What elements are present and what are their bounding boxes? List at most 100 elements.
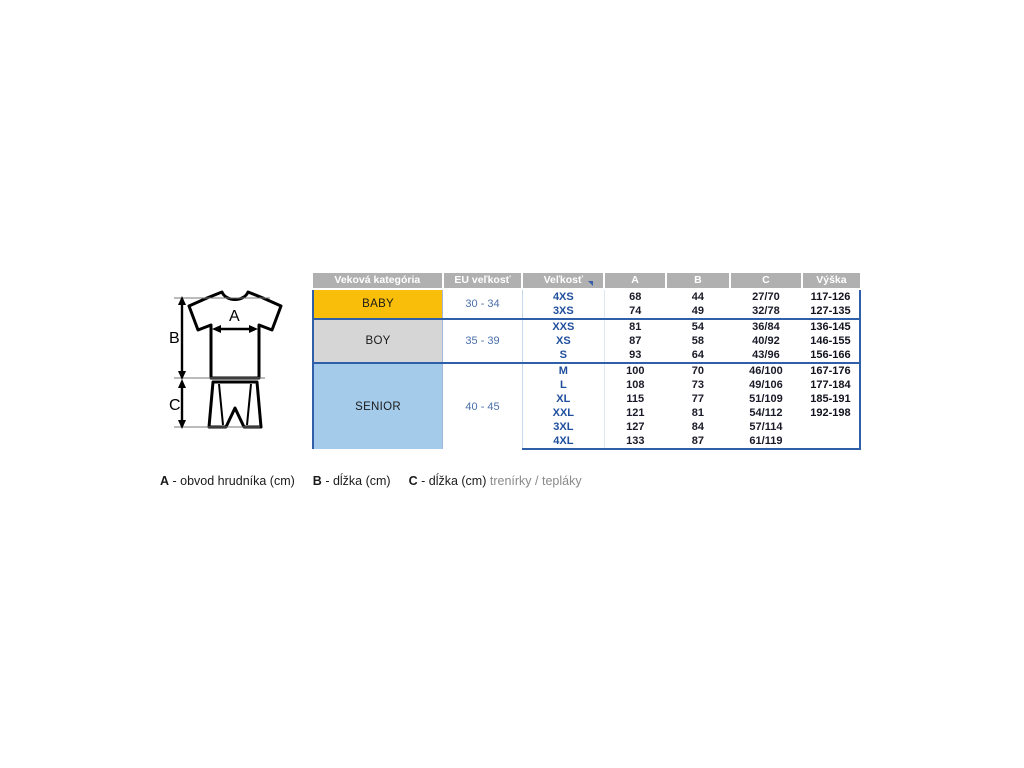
measure-a-cell: 121 bbox=[604, 406, 666, 420]
legend-text-c: - dĺžka (cm) bbox=[421, 474, 487, 488]
header-eu-size[interactable]: EU veľkosť bbox=[442, 273, 524, 290]
size-cell: L bbox=[522, 378, 605, 392]
table-row: S 93 64 43/96 156-166 bbox=[313, 348, 862, 364]
table-header-row: Veková kategória EU veľkosť Veľkosť A B … bbox=[313, 273, 860, 290]
measure-a-cell: 133 bbox=[604, 434, 666, 450]
legend: A - obvod hrudníka (cm) B - dĺžka (cm) C -… bbox=[160, 474, 600, 488]
sort-indicator-icon bbox=[588, 281, 594, 286]
garment-diagram-svg: B C A bbox=[169, 290, 283, 429]
eu-size-cell-boy: 35 - 39 bbox=[442, 318, 523, 363]
measure-c-cell: 40/92 bbox=[730, 334, 802, 348]
dimension-c-arrow bbox=[178, 379, 186, 429]
table-header: Veková kategória EU veľkosť Veľkosť A B … bbox=[313, 273, 860, 290]
measurement-diagram: B C A bbox=[160, 272, 310, 462]
measure-b-cell: 73 bbox=[665, 378, 730, 392]
measure-b-cell: 49 bbox=[665, 304, 730, 320]
size-cell: M bbox=[522, 362, 605, 378]
size-cell: 4XL bbox=[522, 434, 605, 450]
category-cell-boy: BOY bbox=[312, 318, 444, 363]
measure-c-cell: 57/114 bbox=[730, 420, 802, 434]
dimension-c-label: C bbox=[169, 397, 181, 414]
height-cell: 177-184 bbox=[801, 378, 862, 392]
eu-size-cell-senior: 40 - 45 bbox=[442, 362, 523, 449]
size-cell: 3XL bbox=[522, 420, 605, 434]
header-b[interactable]: B bbox=[665, 273, 732, 290]
legend-text-a: - obvod hrudníka (cm) bbox=[172, 474, 295, 488]
legend-text-b: - dĺžka (cm) bbox=[325, 474, 391, 488]
size-cell: S bbox=[522, 348, 605, 364]
legend-item-b: B - dĺžka (cm) bbox=[313, 474, 391, 488]
table-body: BABY 30 - 34 4XS 68 44 27/70 117-126 3XS… bbox=[312, 288, 862, 450]
table-row: XL 115 77 51/109 185-191 bbox=[313, 392, 862, 406]
measure-c-cell: 36/84 bbox=[730, 318, 802, 334]
measure-a-cell: 127 bbox=[604, 420, 666, 434]
measure-a-cell: 74 bbox=[604, 304, 666, 320]
measure-b-cell: 70 bbox=[665, 362, 730, 378]
measure-a-cell: 115 bbox=[604, 392, 666, 406]
category-cell-baby: BABY bbox=[312, 288, 444, 319]
measure-a-cell: 81 bbox=[604, 318, 666, 334]
legend-item-c: C - dĺžka (cm) trenírky / tepláky bbox=[409, 474, 582, 488]
measure-c-cell: 32/78 bbox=[730, 304, 802, 320]
height-cell: 156-166 bbox=[801, 348, 862, 364]
table-row: L 108 73 49/106 177-184 bbox=[313, 378, 862, 392]
table-row: 3XS 74 49 32/78 127-135 bbox=[313, 304, 862, 320]
table-row: BOY 35 - 39 XXS 81 54 36/84 136-145 bbox=[312, 318, 862, 363]
size-cell: XS bbox=[522, 334, 605, 348]
measure-c-cell: 61/119 bbox=[730, 434, 802, 450]
size-cell: XL bbox=[522, 392, 605, 406]
measure-a-cell: 100 bbox=[604, 362, 666, 378]
dimension-b-label: B bbox=[169, 330, 180, 347]
measure-b-cell: 58 bbox=[665, 334, 730, 348]
height-cell: 192-198 bbox=[801, 406, 862, 420]
header-size[interactable]: Veľkosť bbox=[522, 273, 606, 290]
height-cell: 146-155 bbox=[801, 334, 862, 348]
header-category[interactable]: Veková kategória bbox=[313, 273, 444, 290]
header-c[interactable]: C bbox=[730, 273, 803, 290]
height-cell: 185-191 bbox=[801, 392, 862, 406]
table-row: 3XL 127 84 57/114 bbox=[313, 420, 862, 434]
height-cell: 136-145 bbox=[801, 318, 862, 334]
measure-b-cell: 84 bbox=[665, 420, 730, 434]
table-row: BABY 30 - 34 4XS 68 44 27/70 117-126 bbox=[312, 288, 862, 319]
size-cell: 4XS bbox=[522, 288, 605, 304]
legend-item-a: A - obvod hrudníka (cm) bbox=[160, 474, 295, 488]
measure-a-cell: 93 bbox=[604, 348, 666, 364]
legend-key-c: C bbox=[408, 474, 418, 488]
dimension-b-arrow bbox=[178, 296, 186, 380]
measure-a-cell: 68 bbox=[604, 288, 666, 304]
height-cell: 127-135 bbox=[801, 304, 862, 320]
table-row: 4XL 133 87 61/119 bbox=[313, 434, 862, 450]
measure-b-cell: 77 bbox=[665, 392, 730, 406]
measure-c-cell: 43/96 bbox=[730, 348, 802, 364]
size-cell: XXL bbox=[522, 406, 605, 420]
measure-a-cell: 108 bbox=[604, 378, 666, 392]
category-cell-senior: SENIOR bbox=[312, 362, 444, 449]
height-cell bbox=[801, 420, 862, 434]
table-row: XS 87 58 40/92 146-155 bbox=[313, 334, 862, 348]
measure-c-cell: 27/70 bbox=[730, 288, 802, 304]
eu-size-cell-baby: 30 - 34 bbox=[442, 288, 523, 319]
measure-b-cell: 54 bbox=[665, 318, 730, 334]
measure-c-cell: 51/109 bbox=[730, 392, 802, 406]
legend-key-a: A bbox=[160, 474, 170, 488]
measure-c-cell: 46/100 bbox=[730, 362, 802, 378]
size-cell: XXS bbox=[522, 318, 605, 334]
measure-b-cell: 64 bbox=[665, 348, 730, 364]
height-cell: 167-176 bbox=[801, 362, 862, 378]
legend-key-b: B bbox=[312, 474, 322, 488]
header-size-label: Veľkosť bbox=[543, 274, 584, 286]
measure-c-cell: 54/112 bbox=[730, 406, 802, 420]
measure-c-cell: 49/106 bbox=[730, 378, 802, 392]
size-cell: 3XS bbox=[522, 304, 605, 320]
height-cell: 117-126 bbox=[801, 288, 862, 304]
height-cell bbox=[801, 434, 862, 450]
measure-b-cell: 87 bbox=[665, 434, 730, 450]
table-row: XXL 121 81 54/112 192-198 bbox=[313, 406, 862, 420]
size-table: Veková kategória EU veľkosť Veľkosť A B … bbox=[312, 273, 862, 450]
header-height[interactable]: Výška bbox=[801, 273, 860, 290]
header-a[interactable]: A bbox=[604, 273, 667, 290]
measure-b-cell: 44 bbox=[665, 288, 730, 304]
dimension-a-label: A bbox=[229, 308, 240, 325]
